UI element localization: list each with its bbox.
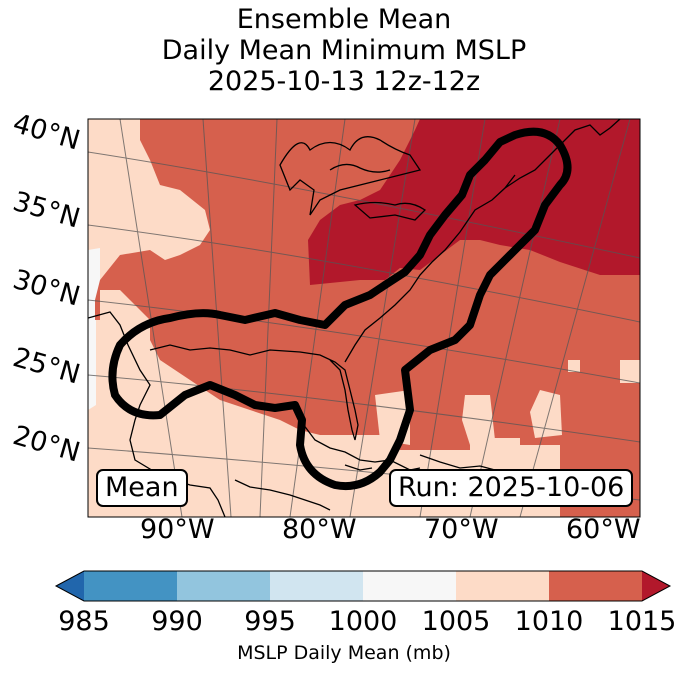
colorbar: 985 990 995 1000 1005 1010 1015 MSLP Dai…: [0, 560, 688, 674]
cbar-tick-1015: 1015: [607, 606, 677, 637]
cbar-tick-1000: 1000: [328, 606, 398, 637]
lon-label-90w: 90°W: [140, 514, 215, 545]
lon-label-80w: 80°W: [282, 514, 357, 545]
pressure-band-1000-1005: [88, 248, 100, 410]
title-line-1: Ensemble Mean: [236, 4, 452, 35]
title-line-3: 2025-10-13 12z-12z: [207, 66, 481, 97]
pressure-band-gt-1015: [308, 119, 640, 285]
cbar-tick-985: 985: [58, 606, 110, 637]
colorbar-extend-high: [642, 571, 670, 601]
colorbar-band-1010-1015: [549, 571, 642, 601]
mean-label-box: Mean: [96, 469, 188, 507]
cbar-tick-990: 990: [151, 606, 203, 637]
cbar-tick-995: 995: [244, 606, 296, 637]
colorbar-band-985-990: [84, 571, 177, 601]
chart-title: Ensemble Mean Daily Mean Minimum MSLP 20…: [0, 4, 688, 97]
colorbar-band-1005-1010: [456, 571, 549, 601]
colorbar-outline: [54, 570, 672, 602]
run-date-box: Run: 2025-10-06: [389, 469, 634, 507]
map-frame: [87, 118, 641, 518]
colorbar-band-990-995: [177, 571, 270, 601]
colorbar-band-995-1000: [270, 571, 363, 601]
colorbar-extend-low: [56, 571, 84, 601]
lon-label-60w: 60°W: [566, 514, 641, 545]
light-patch-3: [620, 360, 640, 383]
light-patch-4: [568, 360, 580, 372]
lon-label-70w: 70°W: [424, 514, 499, 545]
colorbar-svg: [54, 570, 672, 602]
cbar-tick-1005: 1005: [421, 606, 491, 637]
colorbar-title: MSLP Daily Mean (mb): [237, 642, 451, 664]
light-patch-2: [530, 390, 562, 438]
colorbar-band-1000-1005: [363, 571, 456, 601]
light-patch-1: [462, 395, 495, 445]
graticule: [88, 119, 640, 517]
ensemble-contour: [108, 127, 572, 491]
title-line-2: Daily Mean Minimum MSLP: [161, 35, 527, 66]
cbar-tick-1010: 1010: [514, 606, 584, 637]
